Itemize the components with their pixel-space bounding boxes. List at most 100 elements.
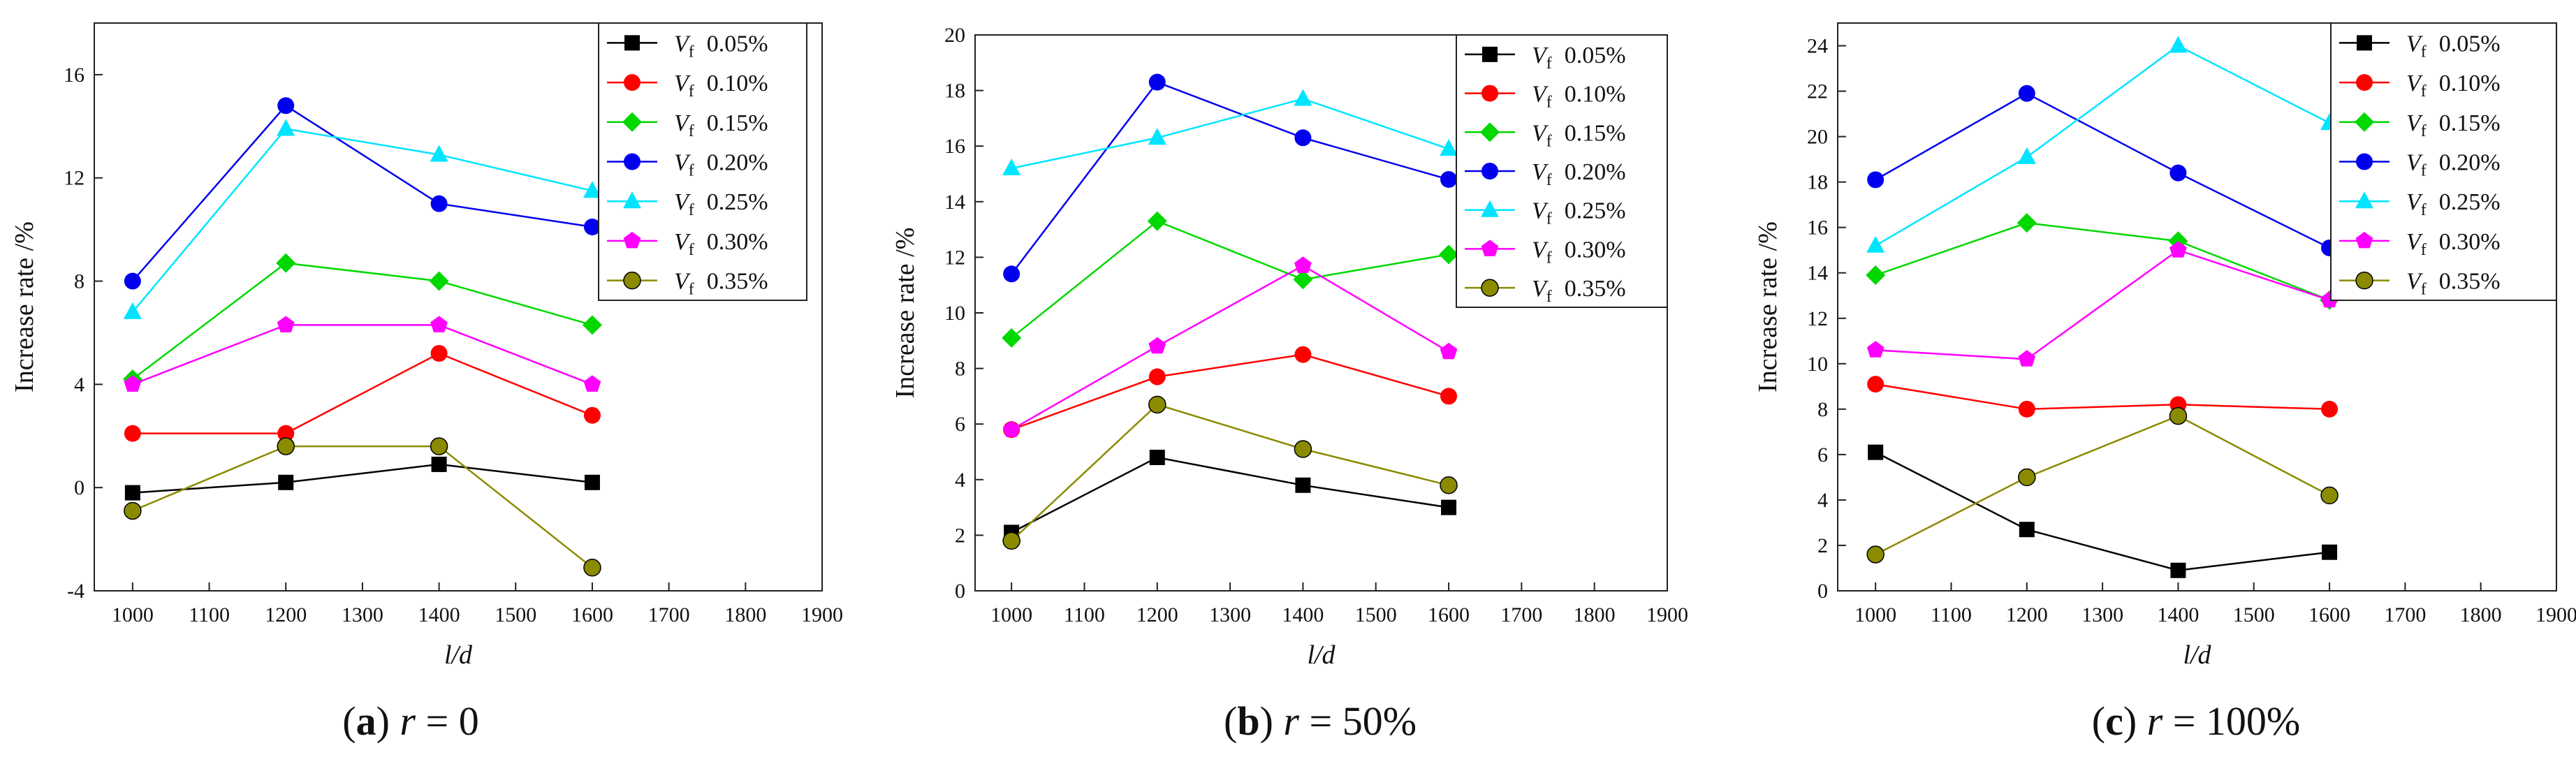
legend-marker <box>623 271 641 290</box>
y-tick-label: 14 <box>1807 262 1828 285</box>
caption-rest: = 100% <box>2173 698 2301 744</box>
series-vf-020 <box>1867 85 2339 256</box>
series-vf-035 <box>1002 395 1458 550</box>
data-point <box>2322 544 2338 560</box>
caption-var: r <box>2147 698 2163 744</box>
data-point <box>1003 265 1020 283</box>
data-point <box>1866 235 1885 253</box>
x-tick-label: 1600 <box>571 603 613 626</box>
x-tick-label: 1300 <box>1209 603 1251 626</box>
data-point <box>1148 337 1166 354</box>
series-line <box>132 445 593 568</box>
panel-caption: (b) r = 50% <box>1224 698 1417 744</box>
legend-marker <box>624 35 640 51</box>
legend-label: Vf 0.35% <box>1532 276 1626 306</box>
x-tick-label: 1600 <box>1428 603 1470 626</box>
data-point <box>2320 486 2339 505</box>
data-point <box>2169 241 2187 258</box>
series-line <box>131 104 593 282</box>
legend-sub: f <box>1546 249 1552 267</box>
x-axis-label: l/d <box>444 640 473 670</box>
legend-item: Vf 0.25% <box>1465 198 1626 228</box>
x-tick-label: 1800 <box>724 603 766 626</box>
legend-item: Vf 0.35% <box>1465 276 1626 306</box>
x-tick-label: 1100 <box>1064 603 1105 626</box>
series-vf-025 <box>123 119 601 319</box>
series-line <box>1011 264 1449 431</box>
series-line <box>1875 415 2330 556</box>
x-tick-label: 1400 <box>1282 603 1324 626</box>
series-vf-015 <box>122 253 602 389</box>
series-vf-035 <box>124 437 601 577</box>
legend-item: Vf 0.30% <box>607 229 768 259</box>
x-tick-label: 1900 <box>1646 603 1688 626</box>
series-line <box>132 463 593 494</box>
x-tick-label: 1200 <box>265 603 307 626</box>
data-point <box>1294 89 1312 106</box>
legend-pct: 0.30% <box>707 229 768 255</box>
data-point <box>1148 128 1166 145</box>
legend-pct: 0.15% <box>2439 110 2501 136</box>
x-tick-label: 1500 <box>1355 603 1397 626</box>
data-point <box>2169 406 2188 425</box>
legend: Vf 0.05%Vf 0.10%Vf 0.15%Vf 0.20%Vf 0.25%Vf 0.3… <box>2330 22 2557 301</box>
legend-label: Vf 0.10% <box>1532 82 1626 112</box>
x-tick-label: 1500 <box>495 603 536 626</box>
x-tick-label: 1800 <box>1574 603 1616 626</box>
legend-marker <box>1482 46 1498 62</box>
legend-pct: 0.10% <box>2439 71 2501 96</box>
legend-sub: f <box>1546 132 1552 150</box>
y-axis-label: Increase rate /% <box>891 228 920 399</box>
data-point <box>583 375 601 392</box>
legend-label: Vf 0.15% <box>1532 120 1626 150</box>
data-point <box>1440 342 1458 360</box>
caption-var: r <box>1283 698 1299 744</box>
y-axis-label: Increase rate /% <box>1753 221 1783 392</box>
y-tick-label: 20 <box>944 24 965 47</box>
legend: Vf 0.05%Vf 0.10%Vf 0.15%Vf 0.20%Vf 0.25%Vf 0.3… <box>598 22 807 301</box>
legend-item: Vf 0.15% <box>2339 110 2501 140</box>
data-point <box>2018 85 2035 102</box>
y-tick-label: 0 <box>74 476 85 499</box>
data-point <box>124 272 141 290</box>
data-point <box>1294 256 1312 273</box>
legend-item: Vf 0.05% <box>607 31 768 61</box>
series-line <box>132 352 593 434</box>
legend-sub: f <box>2421 201 2427 219</box>
legend-pct: 0.25% <box>2439 189 2501 215</box>
legend-sub: f <box>2421 241 2427 259</box>
x-tick-label: 1000 <box>1854 603 1896 626</box>
y-tick-label: 12 <box>944 246 965 269</box>
data-point <box>2170 562 2186 578</box>
legend-label: Vf 0.10% <box>674 71 768 101</box>
data-point <box>2321 400 2339 418</box>
data-point <box>1440 388 1458 405</box>
legend-pct: 0.25% <box>1565 198 1626 224</box>
panel-a: 1000 1100 1200 1300 1400 1500 1600 1700 1800 1900… <box>10 22 843 744</box>
y-tick-label: 18 <box>1807 171 1828 194</box>
data-point <box>1866 265 1886 285</box>
legend-pct: 0.05% <box>707 31 768 57</box>
y-tick-label: 8 <box>74 270 85 293</box>
x-tick-label: 1200 <box>1136 603 1178 626</box>
series-vf-035 <box>1866 406 2339 564</box>
series-vf-005 <box>1868 444 2338 578</box>
series-line <box>132 262 593 380</box>
legend-label: Vf 0.35% <box>674 269 768 299</box>
legend-marker <box>1480 122 1500 142</box>
data-point <box>2018 468 2036 487</box>
data-point <box>1440 170 1458 188</box>
y-tick-label: -4 <box>67 580 85 603</box>
legend-marker <box>624 74 641 91</box>
legend-marker <box>2355 271 2373 290</box>
data-point <box>124 425 141 442</box>
legend-pct: 0.35% <box>1565 276 1626 302</box>
legend-sub: f <box>2421 82 2427 101</box>
series-line <box>1875 451 2330 571</box>
data-point <box>1294 129 1312 147</box>
legend-sub: f <box>1546 171 1552 189</box>
legend-pct: 0.15% <box>707 110 768 136</box>
caption-letter: c <box>2105 698 2123 744</box>
legend-label: Vf 0.20% <box>2406 150 2501 180</box>
x-tick-label: 1400 <box>418 603 460 626</box>
